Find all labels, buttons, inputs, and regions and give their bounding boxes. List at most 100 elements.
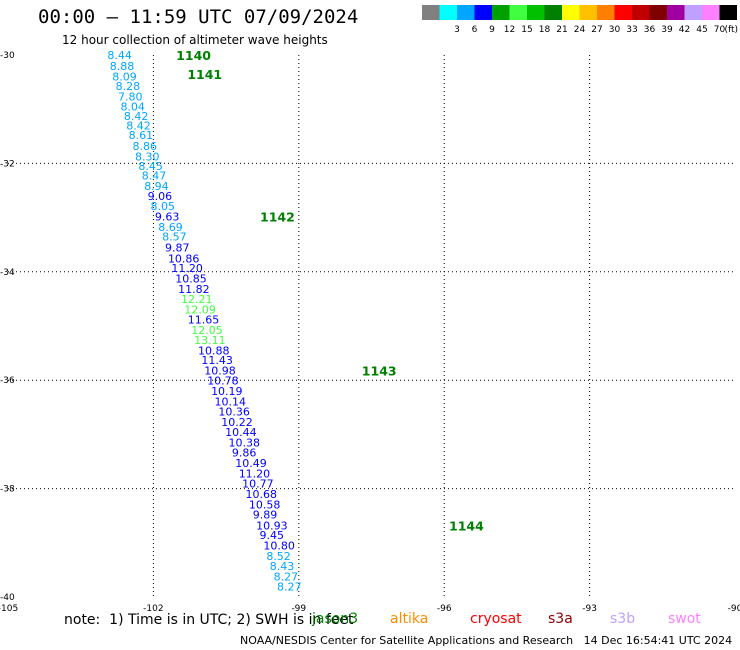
legend-swatch-12 bbox=[632, 5, 650, 20]
legend-label-8: 24 bbox=[574, 25, 586, 35]
legend-label-1: 3 bbox=[454, 25, 460, 35]
legend-swatch-13 bbox=[649, 5, 667, 20]
legend-label-11: 33 bbox=[626, 25, 637, 35]
swh-point-50: 8.43 bbox=[270, 560, 295, 573]
legend-swatch-4 bbox=[492, 5, 510, 20]
swh-point-45: 9.89 bbox=[253, 509, 277, 522]
x-tick-label-1: -102 bbox=[143, 604, 163, 614]
satellite-cryosat: cryosat bbox=[470, 611, 522, 627]
swh-points: 8.448.888.098.287.808.048.428.428.618.86… bbox=[107, 49, 301, 594]
legend-swatch-7 bbox=[544, 5, 562, 20]
swh-point-11: 8.45 bbox=[138, 160, 163, 173]
swh-point-8: 8.61 bbox=[129, 129, 154, 142]
swh-point-30: 11.43 bbox=[201, 354, 233, 367]
x-tick-label-3: -96 bbox=[437, 604, 452, 614]
legend-swatch-5 bbox=[509, 5, 527, 20]
swh-point-33: 10.19 bbox=[211, 385, 243, 398]
swh-point-35: 10.36 bbox=[218, 406, 250, 419]
swh-point-0: 8.44 bbox=[107, 49, 131, 62]
swh-point-43: 10.68 bbox=[245, 488, 277, 501]
swh-point-12: 8.47 bbox=[142, 169, 167, 182]
swh-point-49: 8.52 bbox=[266, 550, 291, 563]
swh-point-25: 12.09 bbox=[184, 304, 216, 317]
swh-point-18: 8.57 bbox=[162, 231, 187, 244]
swh-point-28: 13.11 bbox=[194, 334, 226, 347]
swh-point-48: 10.80 bbox=[263, 540, 295, 553]
legend-swatch-0 bbox=[422, 5, 440, 20]
legend-label-12: 36 bbox=[644, 25, 656, 35]
legend-swatch-11 bbox=[614, 5, 632, 20]
swh-point-47: 9.45 bbox=[260, 529, 285, 542]
legend-swatch-14 bbox=[667, 5, 685, 20]
swh-point-3: 8.28 bbox=[116, 80, 141, 93]
time-labels: 1140 1141 1142 1143 1144 bbox=[176, 48, 484, 533]
x-tick-label-5: -90 bbox=[728, 604, 740, 614]
axis-tick-labels: -30 -32 -34 -36 -38 -40-105 -102 -99 -96 -93 -90 bbox=[0, 51, 740, 614]
time-label-4: 1144 bbox=[449, 518, 484, 533]
satellite-s3a: s3a bbox=[548, 611, 573, 627]
legend-swatch-17 bbox=[719, 5, 737, 20]
page-subtitle: 12 hour collection of altimeter wave hei… bbox=[62, 33, 328, 47]
swh-point-7: 8.42 bbox=[126, 119, 151, 132]
legend-label-2: 6 bbox=[472, 25, 478, 35]
legend-label-9: 27 bbox=[591, 25, 602, 35]
swh-point-19: 9.87 bbox=[165, 241, 190, 254]
y-tick-label-1: -32 bbox=[0, 159, 15, 169]
swh-point-37: 10.44 bbox=[225, 426, 257, 439]
swh-point-34: 10.14 bbox=[214, 395, 246, 408]
swh-point-2: 8.09 bbox=[112, 71, 137, 84]
credit-line: NOAA/NESDIS Center for Satellite Applica… bbox=[240, 634, 733, 647]
swh-point-29: 10.88 bbox=[198, 344, 230, 357]
swh-point-32: 10.78 bbox=[207, 375, 239, 388]
legend-swatch-1 bbox=[439, 5, 457, 20]
legend-label-15: 45 bbox=[696, 25, 707, 35]
legend-unit: (ft) bbox=[724, 25, 738, 35]
satellite-s3b: s3b bbox=[610, 611, 636, 627]
y-tick-label-4: -38 bbox=[0, 485, 15, 495]
legend-label-16: 70 bbox=[714, 25, 726, 35]
swh-point-14: 9.06 bbox=[148, 190, 173, 203]
swh-point-24: 12.21 bbox=[181, 293, 213, 306]
y-tick-label-5: -40 bbox=[0, 593, 15, 603]
grid-lines bbox=[8, 55, 735, 597]
legend-label-6: 18 bbox=[539, 25, 551, 35]
swh-point-4: 7.80 bbox=[118, 91, 143, 104]
satellite-altika: altika bbox=[390, 611, 429, 627]
swh-point-9: 8.86 bbox=[133, 140, 158, 153]
swh-point-6: 8.42 bbox=[124, 110, 148, 123]
footer-note: note: 1) Time is in UTC; 2) SWH is in fe… bbox=[64, 612, 354, 628]
swh-point-17: 8.69 bbox=[158, 221, 183, 234]
legend-swatch-16 bbox=[702, 5, 720, 20]
swh-point-46: 10.93 bbox=[256, 519, 288, 532]
swh-point-20: 10.86 bbox=[168, 252, 200, 265]
swh-point-23: 11.82 bbox=[178, 283, 210, 296]
legend-label-3: 9 bbox=[489, 25, 495, 35]
swh-point-5: 8.04 bbox=[120, 100, 144, 113]
time-label-0: 1140 bbox=[176, 48, 211, 63]
swh-point-51: 8.27 bbox=[274, 570, 299, 583]
swh-point-27: 12.05 bbox=[191, 324, 223, 337]
swh-point-31: 10.98 bbox=[204, 364, 236, 377]
time-label-1: 1141 bbox=[187, 67, 222, 82]
swh-point-1: 8.88 bbox=[110, 60, 135, 73]
legend-label-7: 21 bbox=[556, 25, 567, 35]
swh-point-39: 9.86 bbox=[232, 446, 257, 459]
y-tick-label-0: -30 bbox=[0, 51, 15, 61]
color-legend: 3 6 9 12 15 18 21 24 27 30 33 36 39 42 45 70 (ft) bbox=[422, 5, 738, 35]
x-tick-label-2: -99 bbox=[291, 604, 306, 614]
legend-label-10: 30 bbox=[609, 25, 621, 35]
swh-point-36: 10.22 bbox=[221, 416, 253, 429]
legend-swatch-2 bbox=[457, 5, 475, 20]
legend-label-13: 39 bbox=[661, 25, 673, 35]
legend-swatch-6 bbox=[527, 5, 545, 20]
y-tick-label-2: -34 bbox=[0, 268, 15, 278]
legend-label-14: 42 bbox=[679, 25, 690, 35]
y-tick-label-3: -36 bbox=[0, 376, 15, 386]
page-title: 00:00 — 11:59 UTC 07/09/2024 bbox=[38, 6, 359, 28]
swh-point-16: 9.63 bbox=[155, 211, 180, 224]
satellite-swot: swot bbox=[668, 611, 701, 627]
legend-label-4: 12 bbox=[504, 25, 515, 35]
swh-point-26: 11.65 bbox=[188, 313, 220, 326]
swh-point-22: 10.85 bbox=[175, 272, 207, 285]
